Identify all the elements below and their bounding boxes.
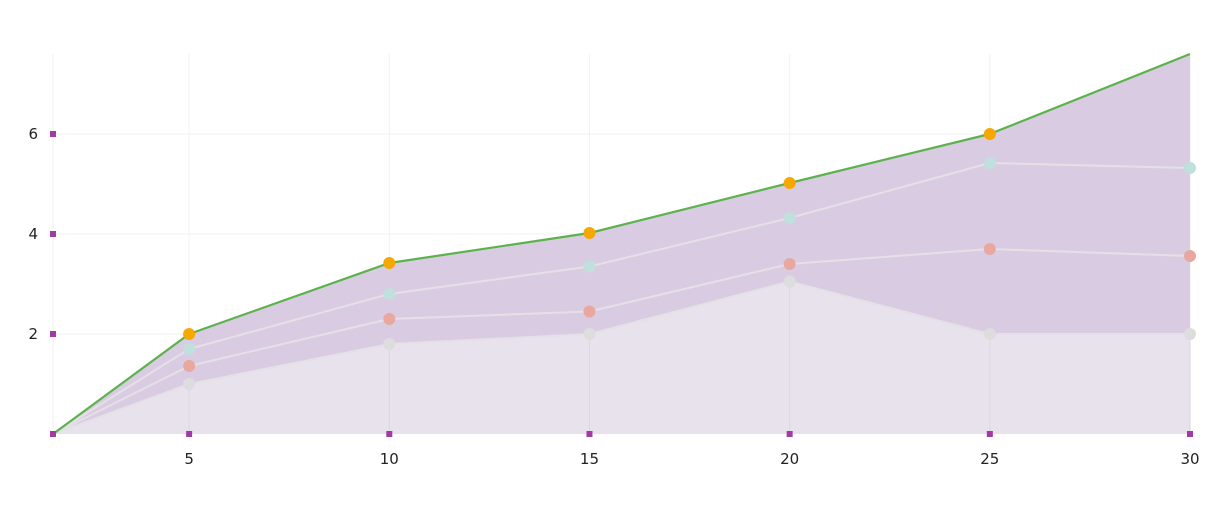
lower-area-band [53, 281, 1190, 434]
origin-tick-marker [50, 431, 56, 437]
y-tick-label: 2 [28, 325, 38, 343]
data-point-series-4 [383, 257, 396, 269]
y-tick-label: 6 [28, 125, 38, 143]
x-tick-label: 20 [780, 450, 799, 468]
data-point-series-4 [583, 227, 596, 239]
data-point-series-2 [583, 305, 596, 318]
data-point-series-1 [383, 338, 396, 350]
data-point-series-1 [583, 328, 596, 340]
area-bands [53, 54, 1191, 434]
data-point-series-4 [183, 328, 196, 340]
y-tick-marker [50, 131, 56, 137]
x-tick-label: 30 [1180, 450, 1199, 468]
y-tick-marker [50, 231, 56, 237]
x-tick-marker [386, 431, 393, 437]
data-point-series-2 [983, 243, 996, 255]
data-point-series-3 [383, 288, 396, 300]
x-tick-marker [986, 431, 993, 437]
data-point-series-2 [183, 360, 196, 372]
axes: 5 10 15 20 25 30 2 4 6 [28, 125, 1199, 468]
data-point-series-1 [183, 378, 196, 390]
data-point-series-4 [783, 177, 796, 189]
x-tick-marker [1187, 431, 1193, 437]
x-tick-label: 5 [184, 450, 194, 468]
x-tick-label: 10 [380, 450, 399, 468]
x-tick-label: 25 [980, 450, 999, 468]
data-point-series-1 [983, 328, 996, 340]
data-point-series-3 [583, 260, 596, 273]
x-tick-marker [786, 431, 793, 437]
data-point-series-3 [783, 212, 796, 224]
data-point-series-4 [983, 128, 996, 140]
data-point-series-2 [783, 258, 796, 270]
data-points [183, 128, 1196, 390]
data-point-series-3 [183, 343, 196, 355]
data-point-series-3 [1184, 162, 1196, 174]
data-point-series-1 [1184, 328, 1196, 340]
x-tick-label: 15 [580, 450, 599, 468]
data-point-series-2 [383, 313, 396, 325]
y-tick-marker [50, 331, 56, 337]
y-tick-label: 4 [28, 225, 38, 243]
data-point-series-1 [783, 275, 796, 288]
upper-area-band [53, 54, 1190, 434]
data-point-series-2 [1184, 250, 1196, 262]
x-tick-marker [586, 431, 593, 437]
data-point-series-3 [983, 157, 996, 169]
x-tick-marker [186, 431, 193, 437]
